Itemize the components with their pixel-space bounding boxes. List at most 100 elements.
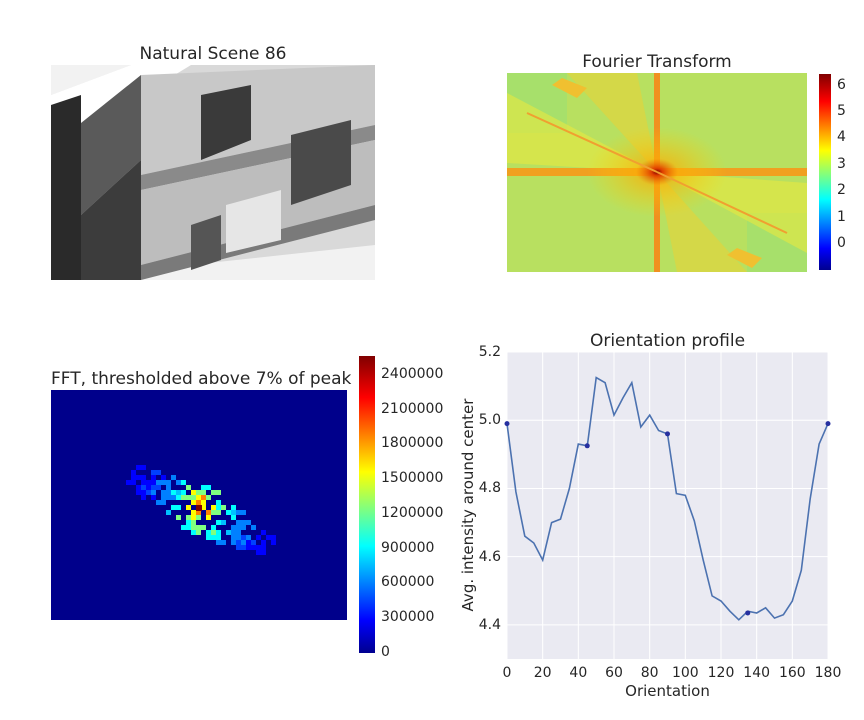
colorbar-tick: 300000 (381, 609, 435, 625)
speckle (191, 530, 196, 535)
speckle (236, 510, 241, 515)
speckle (166, 510, 171, 515)
speckle (151, 495, 156, 500)
speckle (236, 520, 241, 525)
speckle (271, 540, 276, 545)
speckle (176, 515, 181, 520)
threshold-colorbar (359, 356, 375, 653)
fourier-heatmap (507, 73, 807, 272)
speckle (196, 530, 201, 535)
speckle (136, 465, 141, 470)
colorbar-tick: 4 (837, 129, 846, 145)
x-tick-label: 60 (605, 665, 623, 681)
speckle (241, 520, 246, 525)
data-point (584, 443, 590, 449)
speckle (146, 480, 151, 485)
speckle (236, 545, 241, 550)
speckle (236, 535, 241, 540)
speckle (156, 485, 161, 490)
speckle (181, 480, 186, 485)
speckle (201, 495, 206, 500)
x-tick-label: 120 (707, 665, 735, 681)
speckle (131, 480, 136, 485)
y-tick-label: 4.4 (478, 616, 501, 633)
speckle (216, 530, 221, 535)
speckle (161, 490, 166, 495)
speckle (256, 535, 261, 540)
x-tick-label: 80 (640, 665, 659, 681)
speckle (236, 525, 241, 530)
speckle (181, 495, 186, 500)
colorbar-tick: 600000 (381, 574, 435, 590)
speckle (241, 525, 246, 530)
speckle (176, 490, 181, 495)
speckle (241, 510, 246, 515)
speckle (246, 545, 251, 550)
speckle (211, 535, 216, 540)
speckle (141, 465, 146, 470)
x-axis-label: Orientation (625, 682, 710, 700)
speckle (176, 495, 181, 500)
speckle (201, 525, 206, 530)
speckle (211, 525, 216, 530)
speckle (181, 525, 186, 530)
fourier-title: Fourier Transform (582, 52, 732, 72)
x-tick-label: 160 (778, 665, 806, 681)
x-tick-label: 0 (502, 665, 512, 681)
speckle (166, 490, 171, 495)
speckle (216, 535, 221, 540)
speckle (231, 535, 236, 540)
speckle (176, 480, 181, 485)
speckle (246, 540, 251, 545)
speckle (221, 520, 226, 525)
speckle (126, 480, 131, 485)
speckle (141, 480, 146, 485)
speckle (236, 530, 241, 535)
speckle (161, 475, 166, 480)
speckle (246, 535, 251, 540)
profile-title: Orientation profile (589, 331, 746, 351)
speckle (206, 510, 211, 515)
threshold-speckles (126, 465, 276, 555)
speckle (236, 540, 241, 545)
speckle (186, 495, 191, 500)
speckle (151, 490, 156, 495)
speckle (131, 475, 136, 480)
speckle (261, 550, 266, 555)
speckle (141, 475, 146, 480)
speckle (231, 530, 236, 535)
speckle (216, 520, 221, 525)
speckle (171, 505, 176, 510)
speckle (216, 510, 221, 515)
y-tick-label: 4.8 (478, 480, 501, 497)
speckle-peak (196, 505, 202, 511)
colorbar-tick: 1800000 (381, 435, 444, 451)
speckle (161, 495, 166, 500)
speckle (246, 520, 251, 525)
speckle (201, 485, 206, 490)
y-tick-label: 5.0 (478, 412, 501, 429)
speckle (151, 485, 156, 490)
speckle (256, 545, 261, 550)
speckle (161, 500, 166, 505)
speckle (261, 545, 266, 550)
speckle (186, 520, 191, 525)
x-tick-label: 40 (569, 665, 588, 681)
speckle (156, 500, 161, 505)
data-point (665, 431, 670, 437)
colorbar-tick: 1 (837, 209, 846, 225)
speckle (196, 525, 201, 530)
speckle (261, 530, 266, 535)
speckle (186, 515, 191, 520)
speckle (166, 485, 171, 490)
speckle (221, 505, 226, 510)
speckle (256, 550, 261, 555)
speckle (231, 525, 236, 530)
speckle (251, 540, 256, 545)
speckle (141, 490, 146, 495)
speckle (151, 480, 156, 485)
speckle (206, 530, 211, 535)
speckle (271, 535, 276, 540)
data-point (825, 421, 831, 427)
speckle (151, 470, 156, 475)
